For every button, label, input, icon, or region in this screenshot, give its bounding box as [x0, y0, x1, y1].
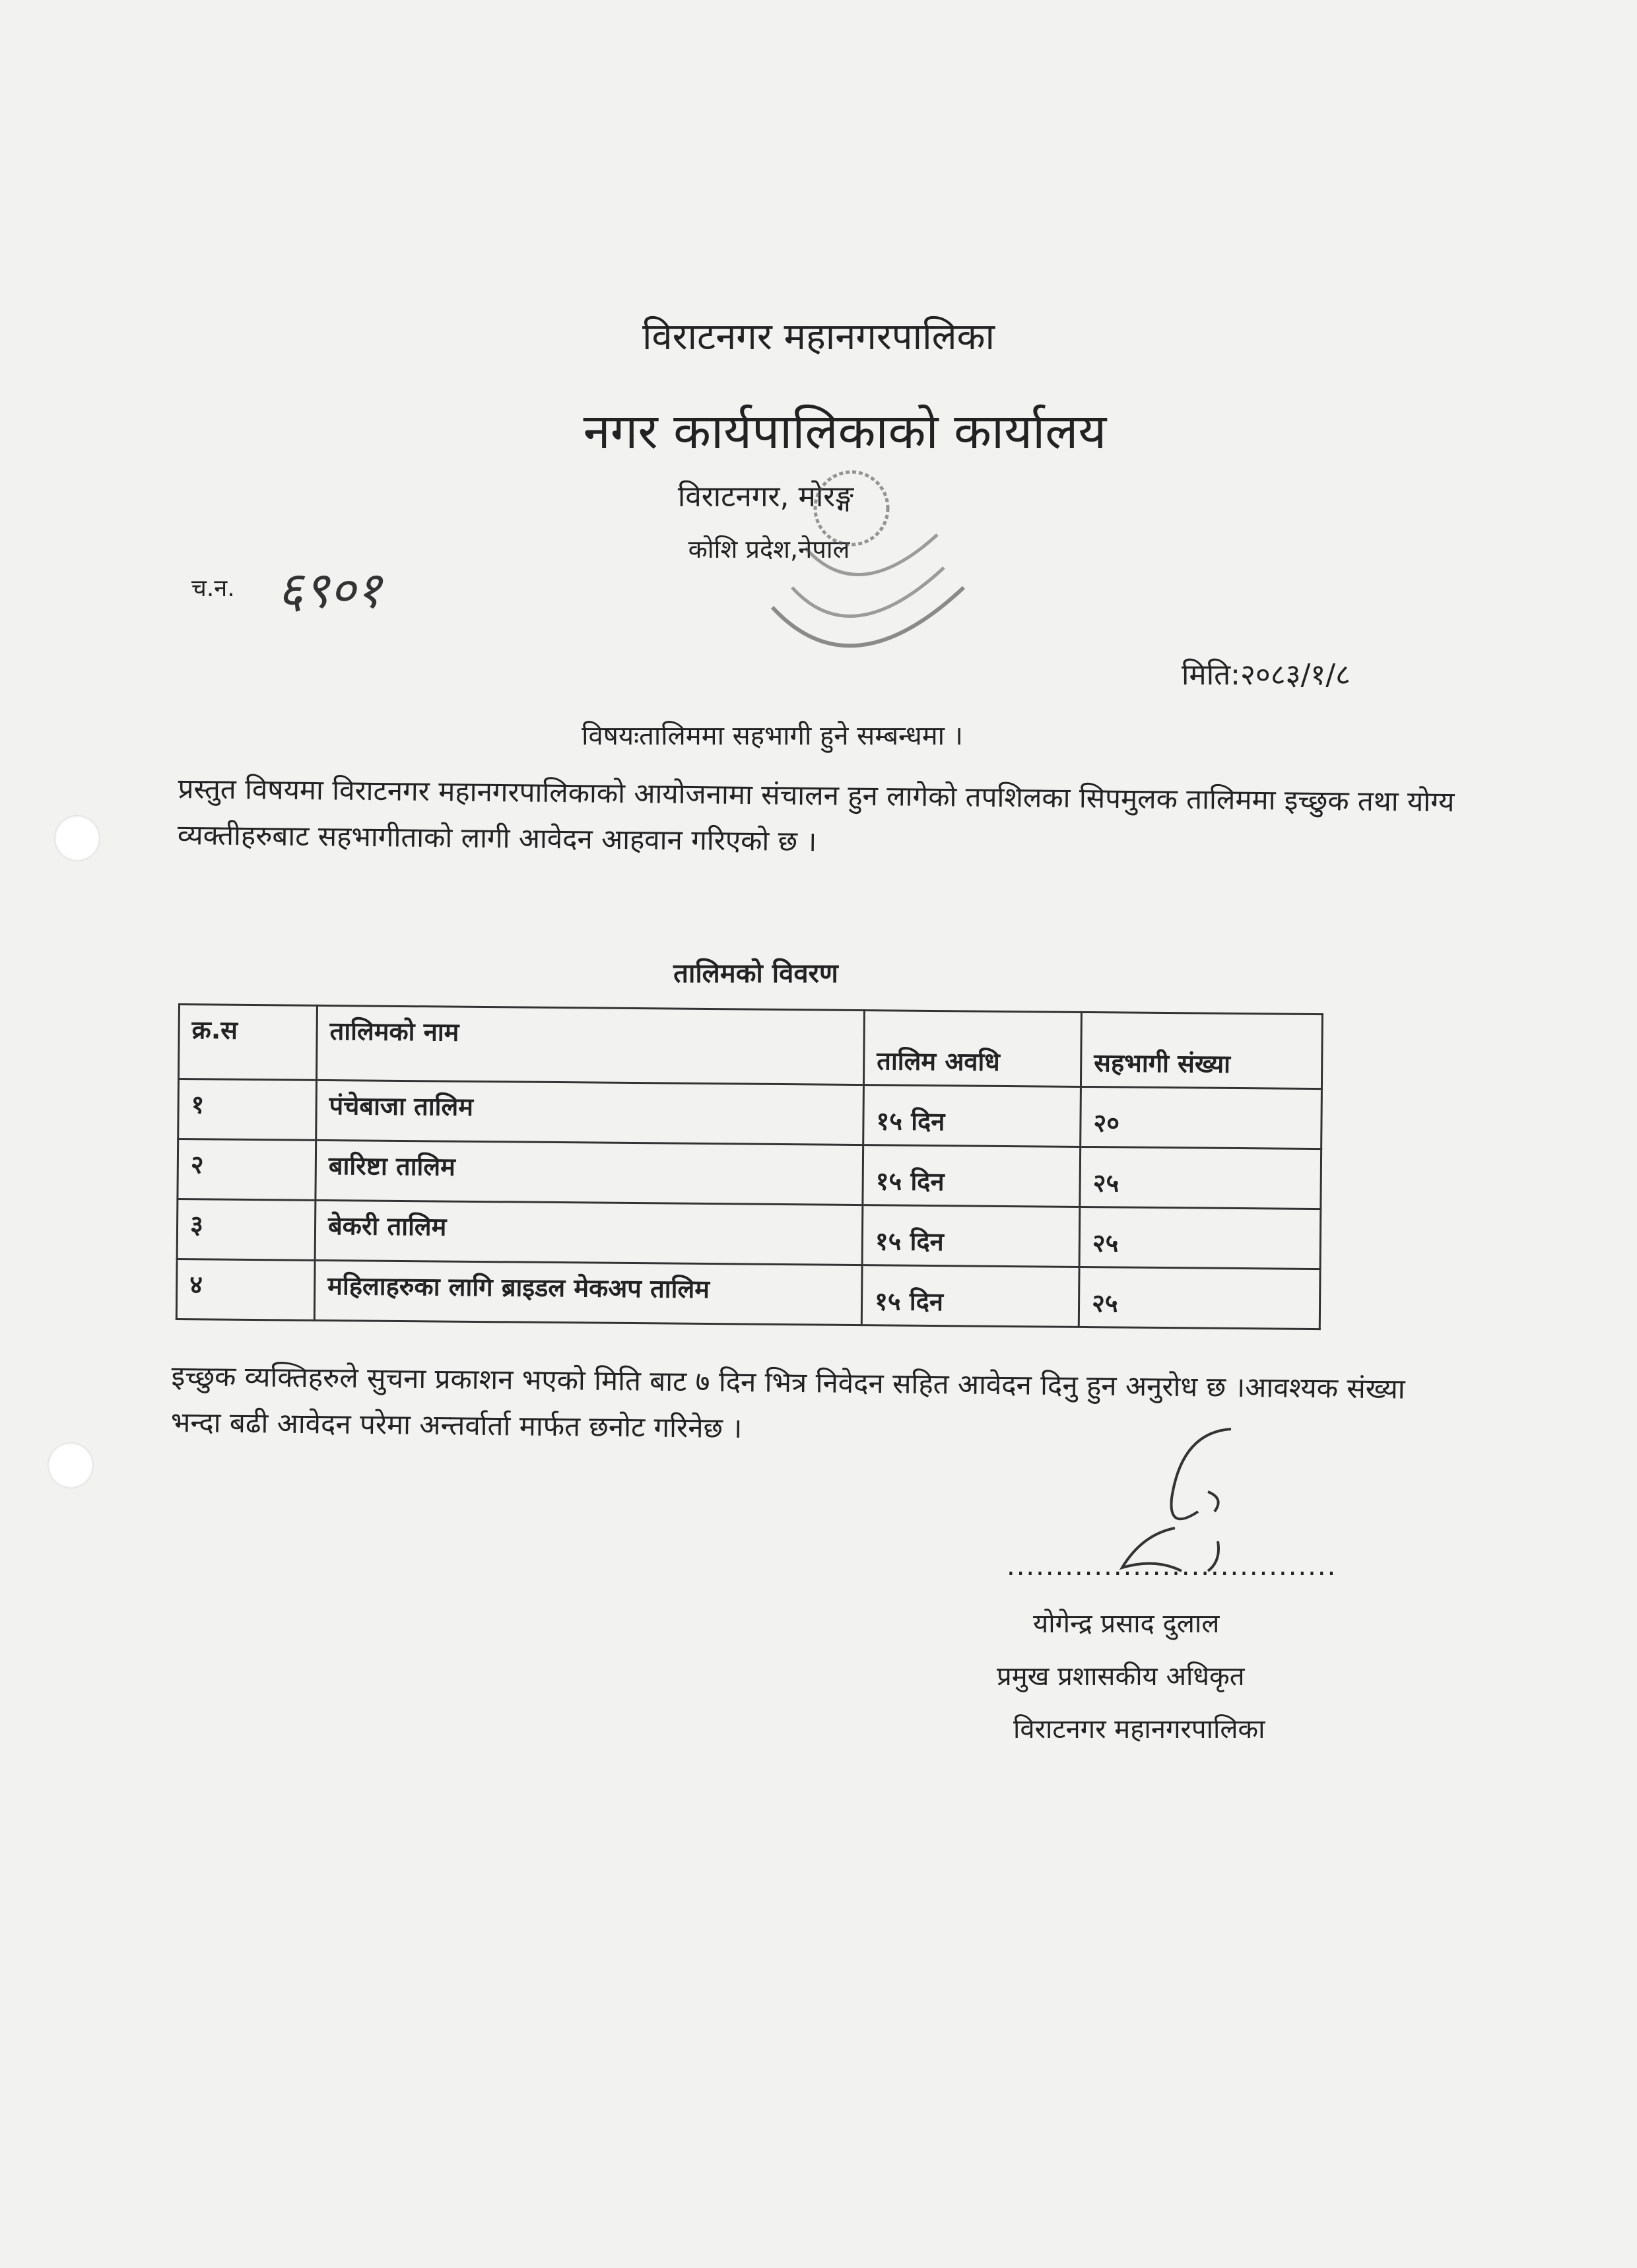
table-row: २ बारिष्टा तालिम १५ दिन २५	[177, 1139, 1321, 1209]
participants: २०	[1080, 1086, 1322, 1149]
duration: १५ दिन	[862, 1205, 1080, 1267]
subject: विषयःतालिममा सहभागी हुने सम्बन्धमा ।	[582, 721, 963, 751]
duration: १५ दिन	[861, 1265, 1080, 1327]
issue-date: मिति:२०८३/१/८	[1182, 658, 1351, 692]
col-serial: क्र.स	[178, 1004, 317, 1081]
participants: २५	[1079, 1147, 1321, 1209]
training-name: बेकरी तालिम	[315, 1200, 863, 1265]
header-province: कोशि प्रदेश,नेपाल	[688, 535, 850, 564]
participants: २५	[1079, 1267, 1321, 1329]
participants: २५	[1079, 1207, 1321, 1269]
training-table: क्र.स तालिमको नाम तालिम अवधि सहभागी संख्…	[176, 1003, 1323, 1330]
closing-paragraph: इच्छुक व्यक्तिहरुले सुचना प्रकाशन भएको म…	[170, 1359, 1405, 1445]
header-municipality: विराटनगर महानगरपालिका	[642, 316, 995, 358]
intro-paragraph: प्रस्तुत विषयमा विराटनगर महानगरपालिकाको …	[177, 772, 1455, 858]
signature	[1119, 1428, 1232, 1572]
serial: १	[178, 1079, 317, 1141]
duration: १५ दिन	[863, 1084, 1081, 1147]
training-name: पंचेबाजा तालिम	[316, 1080, 864, 1145]
ref-label: च.न.	[191, 575, 235, 602]
office-seal	[770, 470, 966, 648]
table-title: तालिमको विवरण	[673, 958, 838, 989]
col-participants: सहभागी संख्या	[1081, 1012, 1323, 1089]
training-name: महिलाहरुका लागि ब्राइडल मेकअप तालिम	[314, 1260, 863, 1325]
table-row: ३ बेकरी तालिम १५ दिन २५	[177, 1199, 1321, 1269]
ref-number: ६९०१	[277, 560, 382, 619]
signatory-title: प्रमुख प्रशासकीय अधिकृत	[997, 1661, 1245, 1692]
signatory-name: योगेन्द्र प्रसाद दुलाल	[1033, 1609, 1220, 1639]
header-office: नगर कार्यपालिकाको कार्यालय	[583, 403, 1107, 460]
col-duration: तालिम अवधि	[863, 1010, 1082, 1087]
serial: ३	[177, 1199, 316, 1261]
table-row: १ पंचेबाजा तालिम १५ दिन २०	[178, 1079, 1322, 1149]
punch-hole	[54, 815, 100, 861]
training-name: बारिष्टा तालिम	[315, 1140, 863, 1205]
table-header-row: क्र.स तालिमको नाम तालिम अवधि सहभागी संख्…	[178, 1004, 1323, 1089]
serial: ४	[176, 1259, 316, 1321]
col-training-name: तालिमको नाम	[316, 1005, 865, 1085]
signature-line: ..................................	[1007, 1551, 1337, 1582]
signatory-org: विराटनगर महानगरपालिका	[1013, 1714, 1265, 1745]
serial: २	[177, 1139, 316, 1201]
duration: १५ दिन	[862, 1145, 1081, 1207]
table-row: ४ महिलाहरुका लागि ब्राइडल मेकअप तालिम १५…	[176, 1259, 1321, 1329]
punch-hole	[48, 1442, 94, 1488]
